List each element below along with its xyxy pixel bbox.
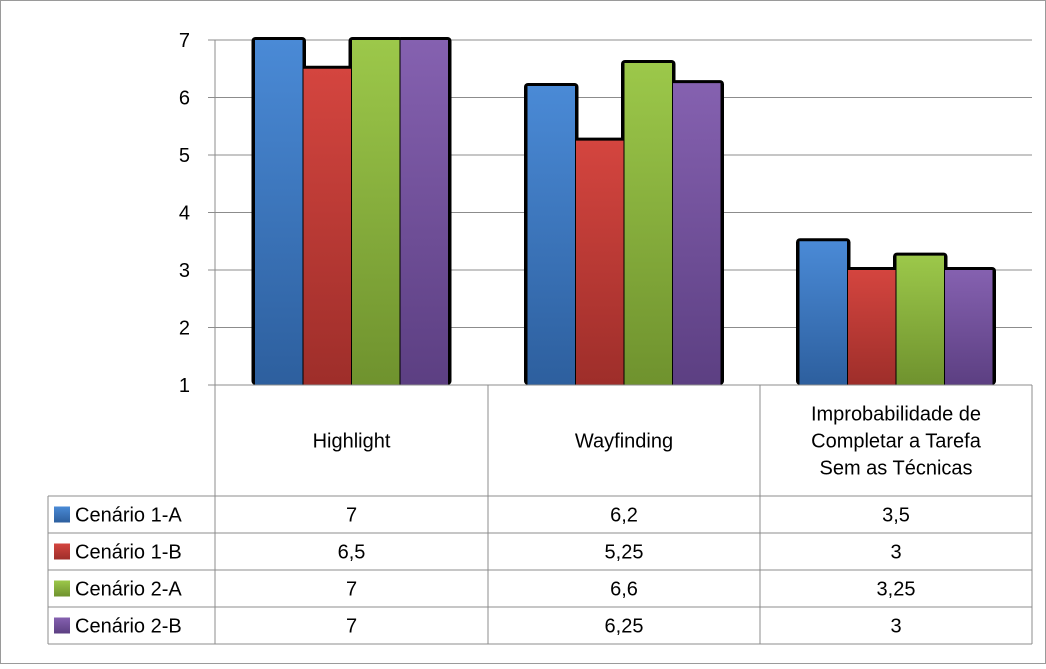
- category-label: Wayfinding: [575, 431, 673, 453]
- category-label: Completar a Tarefa: [811, 431, 982, 453]
- legend-label: Cenário 1-B: [75, 542, 182, 564]
- bar-1-3: [799, 241, 847, 385]
- y-tick-label: 3: [179, 260, 190, 282]
- category-label: Improbabilidade de: [811, 404, 981, 426]
- legend-label: Cenário 2-A: [75, 579, 182, 601]
- legend-swatch: [54, 580, 70, 597]
- data-table-value: 3: [890, 542, 901, 564]
- category-label: Highlight: [313, 431, 391, 453]
- y-tick-label: 5: [179, 145, 190, 167]
- legend-swatch: [54, 617, 70, 634]
- bar-1-2: [527, 86, 575, 385]
- legend-swatch: [54, 506, 70, 523]
- bar-3-1: [352, 40, 400, 385]
- bar-2-3: [848, 270, 896, 385]
- y-tick-label: 6: [179, 88, 190, 110]
- data-table-value: 7: [346, 505, 357, 527]
- bar-3-2: [624, 63, 672, 385]
- legend-label: Cenário 1-A: [75, 505, 182, 527]
- data-table-value: 5,25: [605, 542, 644, 564]
- legend-swatch: [54, 543, 70, 560]
- y-tick-label: 7: [179, 30, 190, 52]
- bar-1-1: [255, 40, 303, 385]
- y-tick-label: 1: [179, 375, 190, 397]
- bar-4-2: [673, 83, 721, 385]
- data-table-value: 3: [890, 616, 901, 638]
- bar-4-3: [945, 270, 993, 385]
- legend-label: Cenário 2-B: [75, 616, 182, 638]
- bar-4-1: [400, 40, 448, 385]
- y-tick-label: 2: [179, 318, 190, 340]
- category-label: Sem as Técnicas: [819, 458, 972, 480]
- y-tick-label: 4: [179, 203, 190, 225]
- bar-2-1: [303, 68, 351, 385]
- bar-2-2: [576, 140, 624, 385]
- data-table-value: 6,5: [338, 542, 366, 564]
- data-table-value: 7: [346, 616, 357, 638]
- data-table-value: 6,2: [610, 505, 638, 527]
- data-table-value: 3,5: [882, 505, 910, 527]
- bars: [251, 37, 996, 385]
- data-table-value: 3,25: [877, 579, 916, 601]
- data-table: Highlight Wayfinding Improbabilidade de Com…: [47, 384, 1033, 645]
- bar-3-3: [896, 255, 944, 385]
- data-table-value: 7: [346, 579, 357, 601]
- data-table-value: 6,6: [610, 579, 638, 601]
- y-axis-ticks: 1 2 3 4 5 6 7: [179, 30, 216, 397]
- data-table-value: 6,25: [605, 616, 644, 638]
